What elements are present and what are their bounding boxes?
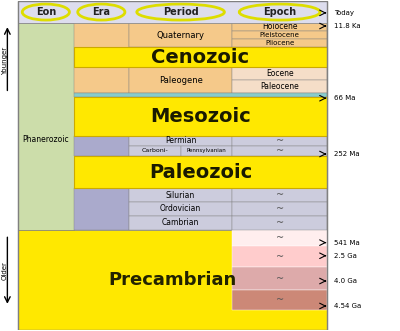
FancyBboxPatch shape (180, 146, 232, 156)
FancyBboxPatch shape (129, 67, 232, 93)
Text: Paleocene: Paleocene (260, 82, 299, 91)
Text: Younger: Younger (2, 46, 8, 74)
FancyBboxPatch shape (232, 146, 327, 156)
Text: Pleistocene: Pleistocene (260, 32, 300, 38)
FancyBboxPatch shape (232, 136, 327, 146)
Text: Eocene: Eocene (266, 69, 294, 78)
FancyBboxPatch shape (232, 67, 327, 80)
FancyBboxPatch shape (74, 47, 327, 67)
FancyBboxPatch shape (74, 188, 129, 229)
Text: ~: ~ (276, 218, 284, 228)
FancyBboxPatch shape (232, 229, 327, 246)
FancyBboxPatch shape (232, 202, 327, 216)
FancyBboxPatch shape (232, 290, 327, 310)
Text: 11.8 Ka: 11.8 Ka (334, 23, 360, 29)
Text: Paleozoic: Paleozoic (149, 163, 252, 182)
Text: ~: ~ (276, 146, 284, 156)
Text: Today: Today (334, 10, 354, 16)
Text: Cenozoic: Cenozoic (151, 48, 250, 67)
FancyBboxPatch shape (74, 97, 327, 136)
FancyBboxPatch shape (129, 136, 232, 146)
FancyBboxPatch shape (232, 246, 327, 267)
FancyBboxPatch shape (74, 93, 327, 97)
Text: 2.5 Ga: 2.5 Ga (334, 253, 356, 259)
FancyBboxPatch shape (232, 39, 327, 47)
Text: Era: Era (92, 7, 110, 17)
Text: ~: ~ (276, 204, 284, 214)
FancyBboxPatch shape (74, 23, 129, 93)
FancyBboxPatch shape (232, 23, 327, 31)
Text: Pennsylvanian: Pennsylvanian (186, 148, 226, 153)
FancyBboxPatch shape (129, 216, 232, 229)
FancyBboxPatch shape (74, 136, 129, 156)
Text: Mesozoic: Mesozoic (150, 107, 251, 126)
Text: ~: ~ (276, 252, 284, 261)
Text: Carboni-: Carboni- (142, 148, 168, 153)
Text: 252 Ma: 252 Ma (334, 151, 359, 157)
Text: Precambrian: Precambrian (108, 270, 237, 289)
Text: Paleogene: Paleogene (159, 76, 202, 85)
FancyBboxPatch shape (232, 267, 327, 290)
Text: ~: ~ (276, 295, 284, 305)
Text: ~: ~ (276, 274, 284, 284)
Text: Older: Older (2, 261, 8, 280)
Text: Silurian: Silurian (166, 191, 195, 200)
FancyBboxPatch shape (18, 23, 74, 229)
Text: ~: ~ (276, 190, 284, 200)
FancyBboxPatch shape (18, 1, 327, 23)
FancyBboxPatch shape (129, 188, 232, 202)
FancyBboxPatch shape (232, 188, 327, 202)
Text: Permian: Permian (165, 136, 196, 145)
Text: 541 Ma: 541 Ma (334, 240, 359, 246)
Text: ~: ~ (276, 233, 284, 243)
FancyBboxPatch shape (18, 229, 327, 330)
FancyBboxPatch shape (232, 31, 327, 39)
Text: Pliocene: Pliocene (265, 40, 294, 46)
Text: Holocene: Holocene (262, 22, 298, 31)
FancyBboxPatch shape (232, 80, 327, 93)
Text: ~: ~ (276, 136, 284, 146)
FancyBboxPatch shape (129, 23, 232, 47)
FancyBboxPatch shape (18, 1, 327, 330)
Text: 4.0 Ga: 4.0 Ga (334, 278, 357, 284)
FancyBboxPatch shape (129, 146, 180, 156)
Text: Period: Period (163, 7, 198, 17)
Text: Quaternary: Quaternary (156, 30, 204, 39)
Text: Eon: Eon (36, 7, 56, 17)
FancyBboxPatch shape (74, 156, 327, 188)
Text: 4.54 Ga: 4.54 Ga (334, 303, 361, 309)
FancyBboxPatch shape (232, 216, 327, 229)
Text: Phanerozoic: Phanerozoic (22, 135, 69, 144)
Text: Epoch: Epoch (263, 7, 296, 17)
Text: Cambrian: Cambrian (162, 218, 199, 227)
Text: Ordovician: Ordovician (160, 205, 201, 213)
FancyBboxPatch shape (129, 202, 232, 216)
Text: 66 Ma: 66 Ma (334, 95, 355, 101)
